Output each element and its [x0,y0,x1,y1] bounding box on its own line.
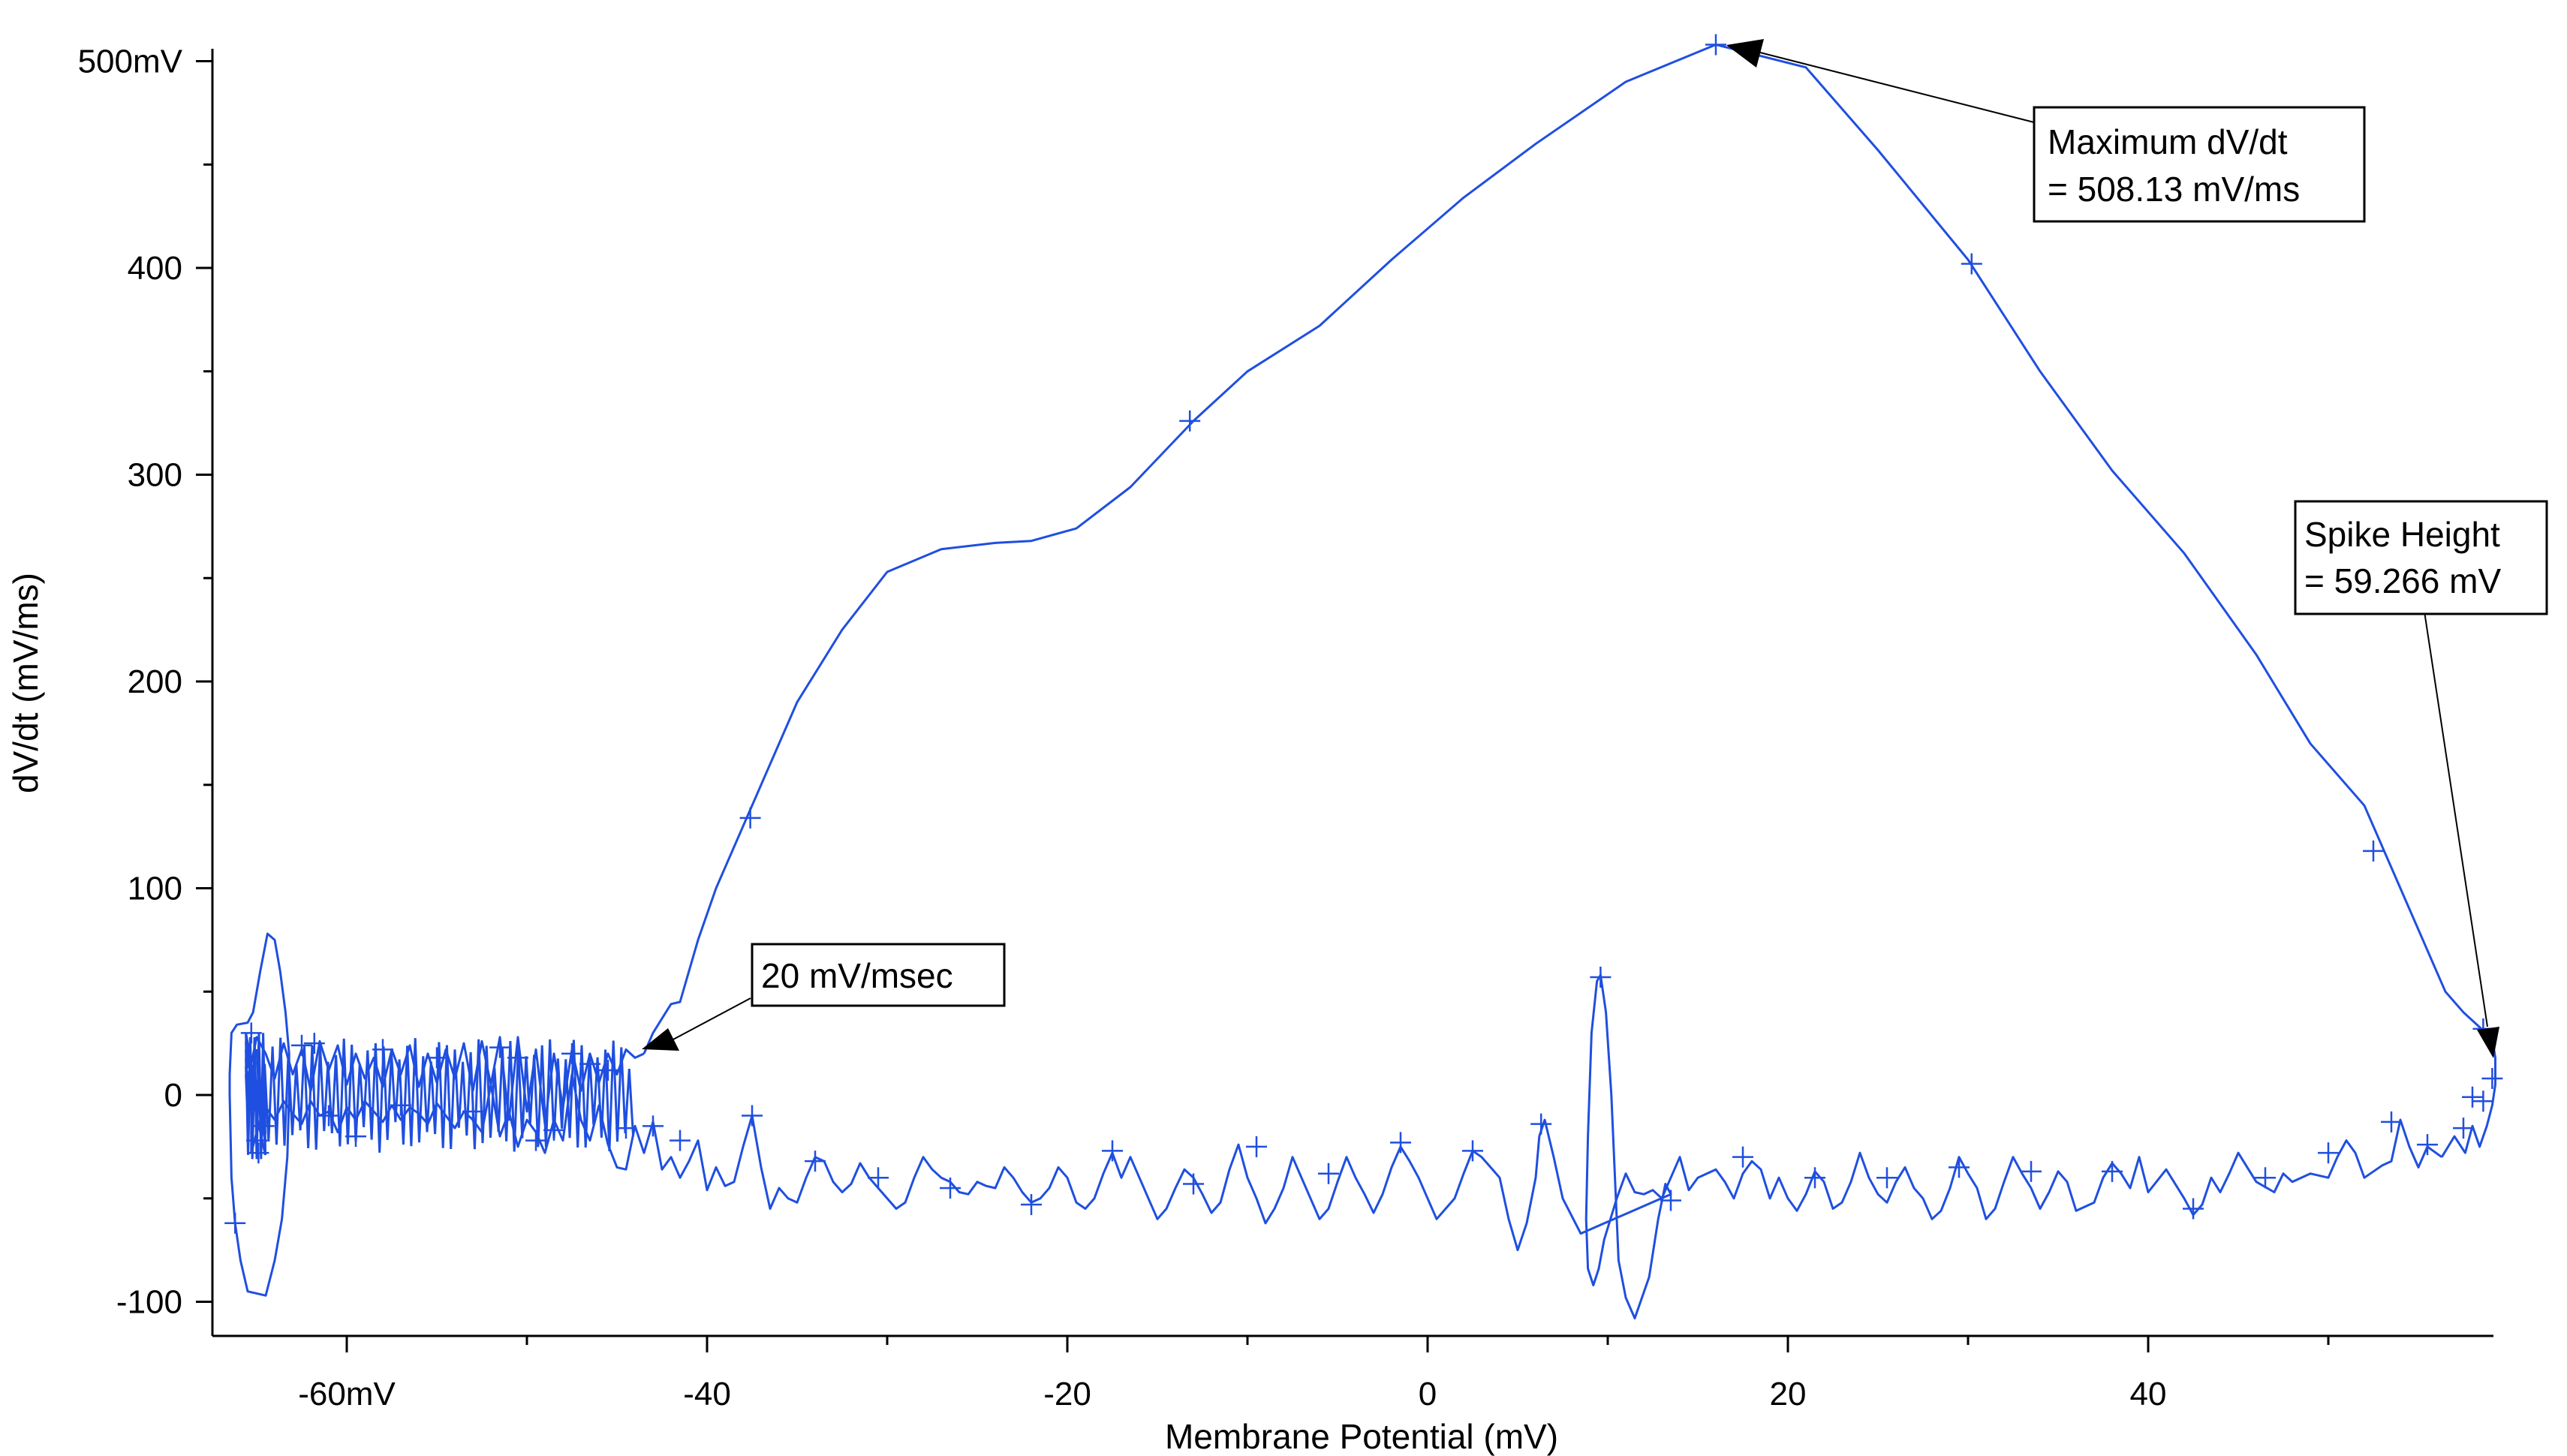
data-marker [2453,1118,2474,1139]
x-tick-label: -60mV [298,1376,396,1412]
data-marker [345,1126,366,1148]
annotation-20mv-msec-label: 20 mV/msec [761,956,953,995]
data-marker [372,1039,393,1060]
data-marker [525,1130,546,1151]
data-marker [597,1059,618,1081]
data-marker [1021,1194,1042,1216]
x-tick-label: 20 [1770,1376,1807,1412]
data-marker [1705,34,1726,56]
annotation-20mv-msec-box [751,943,1006,1007]
data-marker [579,1053,600,1075]
x-tick-label: 0 [1419,1376,1437,1412]
x-tick-label: -20 [1043,1376,1091,1412]
data-marker [462,1101,483,1123]
trace-rest-cluster [245,1033,266,1160]
data-marker [1876,1167,1897,1189]
data-marker [2472,1090,2494,1112]
annotation-20mv-msec-arrowhead [642,1028,679,1051]
data-marker [1804,1167,1825,1189]
data-marker [1961,253,1982,275]
data-marker [390,1094,411,1116]
data-marker [246,1130,267,1151]
data-marker [2481,1067,2503,1089]
y-tick-label: 300 [128,457,182,494]
data-marker [2462,1086,2483,1108]
y-tick-label: -100 [116,1284,182,1321]
data-marker [1179,410,1201,432]
axes: -60mV -40 -20 0 20 40 -100 0 100 200 300 400 500mV [78,44,2493,1412]
data-marker [739,807,761,829]
trace-peak-tail [2440,1027,2496,1158]
data-marker [303,1033,325,1054]
data-marker [1102,1140,1123,1162]
annotation-20mv-msec: 20 mV/msec [642,943,1006,1051]
x-tick-label: 40 [2130,1376,2167,1412]
annotation-max-dvdt-line2: = 508.13 mV/ms [2048,170,2300,209]
data-marker [1949,1157,1970,1178]
data-marker [2102,1160,2123,1182]
annotation-20mv-msec-arrow-line [671,997,751,1041]
y-tick-label: 0 [164,1077,182,1114]
data-marker [1732,1146,1753,1168]
trace-initial-loop [228,932,290,1297]
trace-subthreshold [250,1036,645,1154]
x-tick-label: -40 [683,1376,731,1412]
data-marker [868,1167,889,1189]
data-marker [507,1047,528,1069]
data-marker [318,1105,339,1127]
annotation-max-dvdt: Maximum dV/dt = 508.13 mV/ms [1726,39,2366,223]
data-marker [426,1047,447,1069]
data-marker [1590,966,1612,988]
data-marker [1318,1163,1339,1184]
annotation-max-dvdt-arrow-line [1759,52,2035,123]
data-marker [1246,1136,1267,1157]
data-marker [1530,1113,1552,1135]
data-marker [805,1151,826,1172]
trace-upstroke [643,44,2483,1054]
data-layer [228,44,2496,1319]
annotation-spike-height-line1: Spike Height [2304,515,2500,554]
data-marker [291,1034,312,1056]
data-marker [1660,1190,1681,1211]
y-tick-label: 200 [128,663,182,700]
data-marker [224,1212,246,1234]
data-marker [2381,1111,2402,1133]
data-marker [2318,1142,2339,1164]
data-marker [253,1115,275,1137]
data-marker [543,1119,564,1141]
annotation-spike-height-arrowhead [2477,1027,2499,1058]
data-marker [1390,1132,1411,1154]
data-marker [1462,1140,1483,1162]
trace-repolarization [606,973,2443,1319]
y-tick-label: 100 [128,871,182,907]
data-marker [561,1042,582,1064]
data-marker [489,1036,510,1058]
data-marker [742,1105,763,1127]
data-marker [643,1115,664,1137]
annotation-max-dvdt-arrowhead [1726,39,1764,68]
y-tick-label: 400 [128,250,182,287]
data-marker [240,1022,262,1044]
data-marker [940,1177,961,1199]
y-tick-label: 500mV [78,44,183,80]
annotation-spike-height-box [2294,500,2548,615]
data-marker [2363,840,2384,862]
trace-oscillation-band [255,1037,635,1153]
annotation-max-dvdt-line1: Maximum dV/dt [2048,122,2288,161]
data-marker [670,1130,691,1151]
data-marker [1183,1173,1204,1195]
data-marker [615,1118,636,1139]
data-marker [2255,1167,2276,1189]
x-axis-title: Membrane Potential (mV) [1165,1417,1558,1456]
data-marker [2417,1134,2438,1156]
data-marker [2021,1160,2042,1182]
data-marker [248,1142,269,1164]
annotation-spike-height: Spike Height = 59.266 mV [2294,500,2548,1058]
annotation-spike-height-line2: = 59.266 mV [2304,561,2501,600]
annotation-spike-height-arrow-line [2424,611,2488,1027]
data-marker [2183,1198,2204,1220]
annotation-max-dvdt-box [2033,106,2366,223]
y-axis-title: dV/dt (mV/ms) [6,573,45,793]
